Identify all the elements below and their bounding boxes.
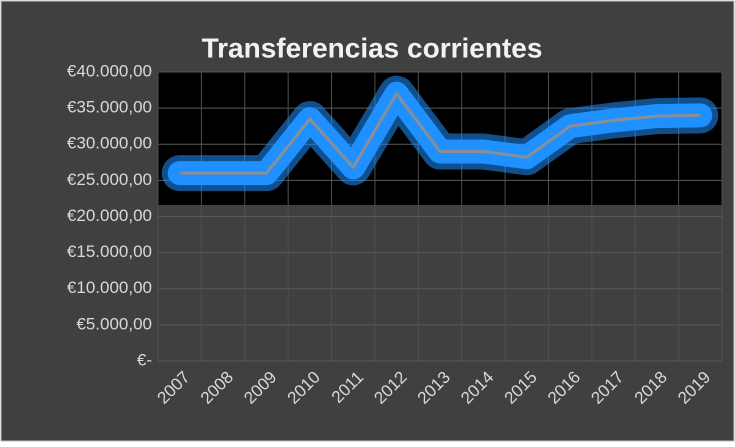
y-tick-label: €25.000,00 [67, 170, 152, 189]
y-tick-label: €- [137, 350, 152, 369]
y-tick-label: €40.000,00 [67, 61, 152, 80]
chart-title: Transferencias corrientes [202, 32, 543, 63]
y-tick-label: €15.000,00 [67, 242, 152, 261]
y-tick-label: €35.000,00 [67, 98, 152, 117]
line [179, 92, 701, 175]
y-tick-label: €10.000,00 [67, 278, 152, 297]
y-tick-label: €30.000,00 [67, 134, 152, 153]
y-tick-label: €20.000,00 [67, 206, 152, 225]
y-tick-label: €5.000,00 [76, 314, 152, 333]
